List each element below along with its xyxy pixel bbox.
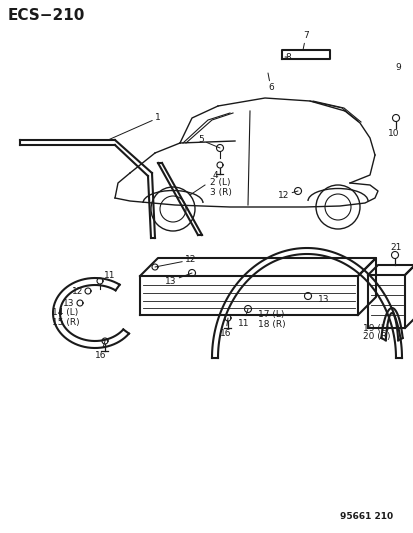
Text: 16: 16 xyxy=(219,318,231,337)
Text: 5: 5 xyxy=(197,135,219,148)
Text: 12: 12 xyxy=(154,255,196,267)
Text: 21: 21 xyxy=(389,244,401,253)
Text: 8: 8 xyxy=(284,52,290,61)
Text: 9: 9 xyxy=(394,62,400,71)
Text: ECS−210: ECS−210 xyxy=(8,7,85,22)
Text: 3 (R): 3 (R) xyxy=(209,188,231,197)
Text: 13: 13 xyxy=(165,273,192,286)
Text: 7: 7 xyxy=(302,31,308,50)
Text: 1: 1 xyxy=(108,114,160,140)
Text: 6: 6 xyxy=(267,73,273,93)
Text: 10: 10 xyxy=(387,128,399,138)
Text: 11: 11 xyxy=(237,309,249,327)
Text: 19 (L): 19 (L) xyxy=(362,324,389,333)
Text: 18 (R): 18 (R) xyxy=(257,319,285,328)
Text: 12: 12 xyxy=(72,287,83,295)
Text: 95661 210: 95661 210 xyxy=(339,512,392,521)
Text: 13: 13 xyxy=(317,295,329,304)
Text: 20 (R): 20 (R) xyxy=(362,333,389,342)
Text: 13: 13 xyxy=(63,298,74,308)
Text: 16: 16 xyxy=(95,341,106,359)
Text: 4: 4 xyxy=(212,171,218,180)
Text: 17 (L): 17 (L) xyxy=(257,311,284,319)
Text: 12: 12 xyxy=(277,190,297,199)
Text: 2 (L): 2 (L) xyxy=(209,179,230,188)
Text: 11: 11 xyxy=(104,271,115,280)
Text: 15 (R): 15 (R) xyxy=(52,318,79,327)
Text: 14 (L): 14 (L) xyxy=(52,309,78,318)
